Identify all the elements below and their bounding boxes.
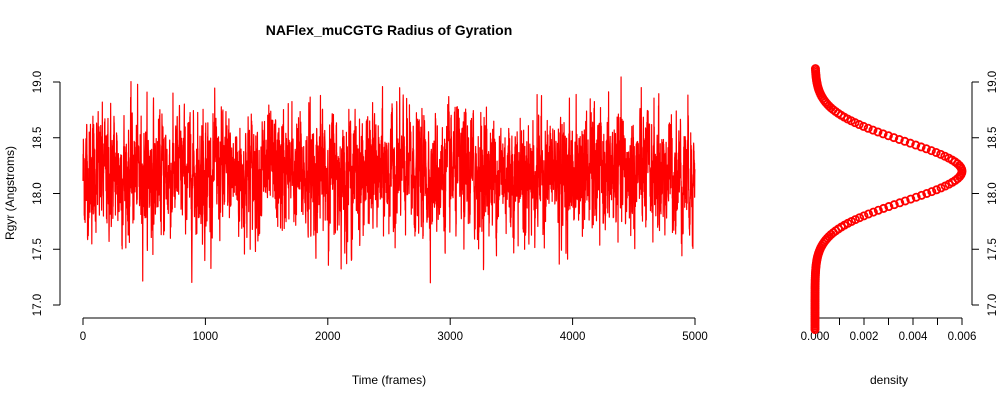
density-x-axis: 0.000 0.002 0.004 0.006 (801, 317, 977, 343)
density-point (916, 142, 926, 152)
timeseries-x-tick-label: 5000 (682, 331, 708, 343)
density-point (911, 140, 921, 150)
timeseries-y-axis: 17.0 17.5 18.0 18.5 19.0 (32, 71, 61, 316)
density-point (922, 188, 932, 198)
density-point (931, 147, 941, 157)
density-point (900, 136, 910, 146)
density-y-tick-label: 17.5 (987, 238, 999, 260)
density-point (884, 202, 894, 212)
density-point (940, 151, 950, 161)
timeseries-x-tick-label: 2000 (315, 331, 341, 343)
density-y-tick-label: 17.0 (987, 294, 999, 316)
density-point (855, 213, 865, 223)
density-x-tick-label: 0.002 (850, 331, 879, 343)
density-x-tick-label: 0.006 (948, 331, 977, 343)
timeseries-y-tick-label: 17.0 (32, 294, 44, 316)
timeseries-y-tick-label: 18.5 (32, 127, 44, 149)
timeseries-x-axis-label: Time (frames) (352, 373, 426, 387)
density-point (873, 205, 883, 215)
density-point (895, 198, 905, 208)
density-point (936, 183, 946, 193)
density-point (868, 125, 878, 135)
rgyr-timeseries-panel: 0 1000 2000 3000 4000 5000 17.0 17.5 18.0 18.5 19… (3, 71, 708, 387)
density-point (859, 121, 869, 131)
density-point (917, 190, 927, 200)
density-y-axis: 17.0 17.5 18.0 18.5 19.0 (971, 71, 999, 316)
timeseries-x-tick-label: 3000 (437, 331, 463, 343)
density-point (906, 194, 916, 204)
timeseries-x-tick-label: 1000 (193, 331, 219, 343)
density-point (810, 64, 820, 74)
density-point (926, 146, 936, 156)
timeseries-plot-area (82, 76, 696, 284)
rgyr-series-line (82, 76, 696, 284)
timeseries-x-tick-label: 4000 (560, 331, 586, 343)
density-y-tick-label: 19.0 (987, 71, 999, 93)
chart-title: NAFlex_muCGTG Radius of Gyration (266, 22, 513, 38)
timeseries-y-tick-label: 18.0 (32, 182, 44, 204)
density-point (900, 196, 910, 206)
density-point (932, 185, 942, 195)
timeseries-y-axis-label: Rgyr (Angstroms) (3, 146, 17, 240)
density-x-tick-label: 0.000 (801, 331, 830, 343)
density-point (878, 129, 888, 139)
timeseries-x-axis: 0 1000 2000 3000 4000 5000 (80, 317, 708, 343)
timeseries-x-tick-label: 0 (80, 331, 86, 343)
density-point (883, 131, 893, 141)
density-x-tick-label: 0.004 (899, 331, 928, 343)
density-point (911, 192, 921, 202)
timeseries-y-tick-label: 17.5 (32, 238, 44, 260)
density-point (863, 123, 873, 133)
density-point (921, 144, 931, 154)
density-point (936, 149, 946, 159)
density-point (889, 200, 899, 210)
density-point (868, 207, 878, 217)
density-point (894, 134, 904, 144)
density-y-tick-label: 18.0 (987, 182, 999, 204)
density-point (889, 133, 899, 143)
density-point (927, 187, 937, 197)
timeseries-y-tick-label: 19.0 (32, 71, 44, 93)
density-y-tick-label: 18.5 (987, 127, 999, 149)
density-point (879, 203, 889, 213)
density-point (905, 138, 915, 148)
rgyr-density-panel: 0.000 0.002 0.004 0.006 17.0 17.5 18.0 18.5 19.… (801, 64, 999, 387)
density-point (873, 127, 883, 137)
density-point (859, 211, 869, 221)
density-plot-area (810, 64, 967, 335)
density-point (864, 209, 874, 219)
density-x-axis-label: density (870, 373, 908, 387)
